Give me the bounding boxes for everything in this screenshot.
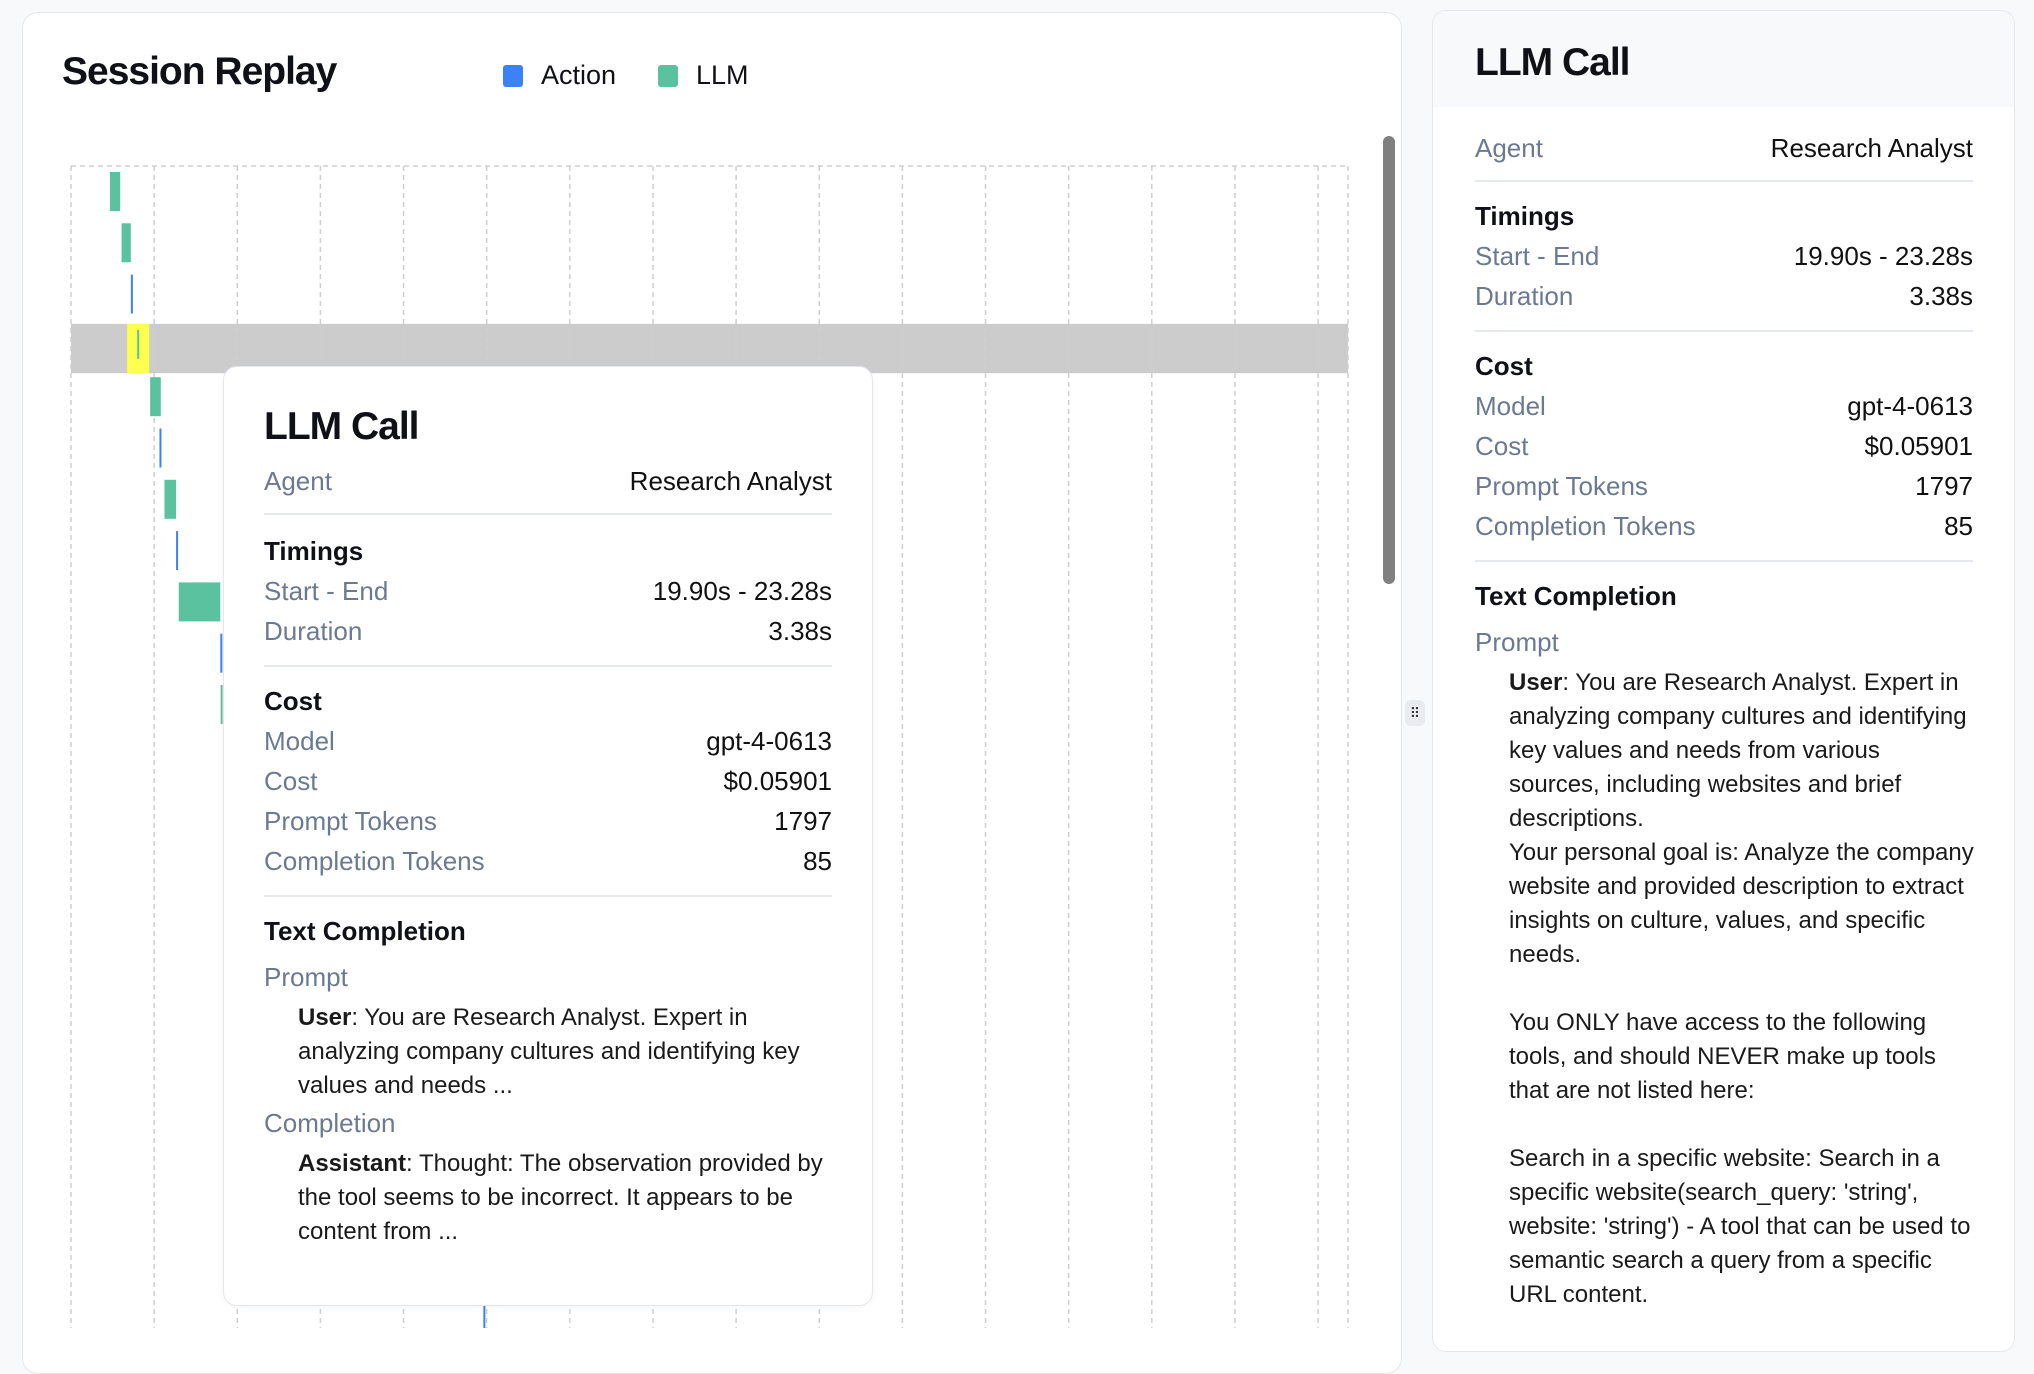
label: Prompt Tokens [264, 806, 437, 836]
panel-cost-row: Cost $0.05901 [1475, 426, 1973, 466]
details-panel: LLM Call Agent Research Analyst Timings S… [1432, 10, 2015, 1352]
label: Model [264, 726, 335, 756]
value: gpt-4-0613 [1847, 391, 1973, 421]
prompt-message: User: You are Research Analyst. Expert i… [1509, 666, 1975, 1312]
tooltip-model-row: Model gpt-4-0613 [264, 721, 832, 761]
divider [264, 895, 832, 897]
chart-scrollbar[interactable] [1383, 136, 1395, 584]
label: Agent [1475, 133, 1543, 163]
value: Research Analyst [629, 466, 832, 496]
action-bar [130, 274, 133, 314]
value: 1797 [1915, 471, 1973, 501]
label: Duration [264, 616, 363, 646]
prompt-message: User: You are Research Analyst. Expert i… [298, 1001, 832, 1103]
text-completion-heading: Text Completion [1475, 581, 1677, 611]
legend-llm: LLM [658, 60, 749, 91]
drag-handle-icon[interactable]: ⠿ [1405, 700, 1425, 726]
action-bar [220, 633, 223, 673]
label: Completion Tokens [264, 846, 485, 876]
tooltip-title: LLM Call [264, 405, 419, 448]
llm-bar [137, 329, 140, 359]
llm-bar [121, 223, 131, 263]
value: 85 [803, 846, 832, 876]
divider [264, 665, 832, 667]
llm-bar [109, 172, 121, 211]
completion-message: Assistant: Thought: The observation prov… [298, 1147, 832, 1249]
legend-swatch-action [503, 64, 523, 87]
llm-bar [150, 377, 161, 417]
panel-agent-row: Agent Research Analyst [1475, 128, 1973, 168]
panel-duration-row: Duration 3.38s [1475, 276, 1973, 316]
label: Cost [1475, 431, 1529, 461]
value: $0.05901 [723, 766, 832, 796]
label: Start - End [264, 576, 389, 606]
value: 3.38s [1909, 281, 1973, 311]
panel-header [1433, 11, 2014, 107]
cost-heading: Cost [1475, 351, 1533, 381]
timings-heading: Timings [264, 536, 364, 566]
divider [1475, 560, 1973, 562]
divider [1475, 330, 1973, 332]
divider [1475, 180, 1973, 182]
action-bar [176, 531, 179, 571]
message-text: : You are Research Analyst. Expert in an… [298, 1004, 807, 1099]
legend-label: LLM [696, 60, 749, 90]
panel-title: LLM Call [1475, 41, 1630, 84]
value: 1797 [774, 806, 832, 836]
value: $0.05901 [1864, 431, 1973, 461]
hover-tooltip: LLM Call Agent Research Analyst Timings S… [223, 366, 873, 1306]
role: Assistant [298, 1150, 407, 1177]
legend-action: Action [503, 60, 616, 91]
cost-heading: Cost [264, 686, 322, 716]
prompt-label: Prompt [264, 962, 348, 992]
message-text: : You are Research Analyst. Expert in an… [1509, 669, 1974, 1308]
page-title: Session Replay [62, 50, 337, 93]
action-bar [483, 1300, 486, 1328]
value: 3.38s [768, 616, 832, 646]
action-bar [159, 428, 162, 468]
completion-label: Completion [264, 1108, 396, 1138]
tooltip-duration-row: Duration 3.38s [264, 611, 832, 651]
legend-swatch-llm [658, 64, 678, 87]
label: Start - End [1475, 241, 1600, 271]
llm-bar [178, 582, 221, 622]
tooltip-agent-row: Agent Research Analyst [264, 461, 832, 501]
role: User [298, 1004, 352, 1031]
tooltip-prompt-tokens-row: Prompt Tokens 1797 [264, 801, 832, 841]
prompt-label: Prompt [1475, 627, 1559, 657]
value: Research Analyst [1770, 133, 1973, 163]
llm-bar [220, 685, 223, 724]
tooltip-start-end-row: Start - End 19.90s - 23.28s [264, 571, 832, 611]
panel-completion-tokens-row: Completion Tokens 85 [1475, 506, 1973, 546]
tooltip-completion-tokens-row: Completion Tokens 85 [264, 841, 832, 881]
value: 19.90s - 23.28s [1793, 241, 1973, 271]
value: 85 [1944, 511, 1973, 541]
selected-row-highlight [71, 323, 1348, 374]
message-text: : Thought: The observation provided by t… [298, 1150, 830, 1245]
llm-bar [164, 479, 177, 519]
label: Cost [264, 766, 318, 796]
panel-prompt-tokens-row: Prompt Tokens 1797 [1475, 466, 1973, 506]
timings-heading: Timings [1475, 201, 1575, 231]
label: Model [1475, 391, 1546, 421]
label: Completion Tokens [1475, 511, 1696, 541]
role: User [1509, 669, 1563, 696]
panel-model-row: Model gpt-4-0613 [1475, 386, 1973, 426]
divider [264, 513, 832, 515]
legend-label: Action [541, 60, 617, 90]
label: Prompt Tokens [1475, 471, 1648, 501]
tooltip-cost-row: Cost $0.05901 [264, 761, 832, 801]
panel-start-end-row: Start - End 19.90s - 23.28s [1475, 236, 1973, 276]
text-completion-heading: Text Completion [264, 916, 466, 946]
value: gpt-4-0613 [706, 726, 832, 756]
value: 19.90s - 23.28s [652, 576, 832, 606]
label: Duration [1475, 281, 1574, 311]
label: Agent [264, 466, 332, 496]
